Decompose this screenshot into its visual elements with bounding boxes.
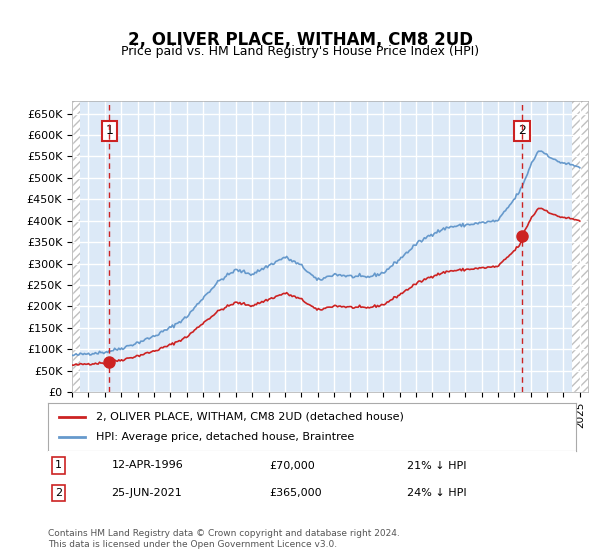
Text: 2: 2 [518, 124, 526, 137]
Text: £70,000: £70,000 [270, 460, 316, 470]
Text: 12-APR-1996: 12-APR-1996 [112, 460, 183, 470]
Text: Price paid vs. HM Land Registry's House Price Index (HPI): Price paid vs. HM Land Registry's House … [121, 45, 479, 58]
Text: HPI: Average price, detached house, Braintree: HPI: Average price, detached house, Brai… [95, 432, 354, 442]
Bar [72, 92, 80, 392]
Text: 24% ↓ HPI: 24% ↓ HPI [407, 488, 467, 498]
Text: 1: 1 [55, 460, 62, 470]
Text: 2, OLIVER PLACE, WITHAM, CM8 2UD: 2, OLIVER PLACE, WITHAM, CM8 2UD [128, 31, 473, 49]
Text: £365,000: £365,000 [270, 488, 322, 498]
Text: 2: 2 [55, 488, 62, 498]
Text: Contains HM Land Registry data © Crown copyright and database right 2024.
This d: Contains HM Land Registry data © Crown c… [48, 529, 400, 549]
Text: 1: 1 [106, 124, 113, 137]
Text: 2, OLIVER PLACE, WITHAM, CM8 2UD (detached house): 2, OLIVER PLACE, WITHAM, CM8 2UD (detach… [95, 412, 403, 422]
Text: 21% ↓ HPI: 21% ↓ HPI [407, 460, 467, 470]
Text: 25-JUN-2021: 25-JUN-2021 [112, 488, 182, 498]
Bar [572, 92, 588, 392]
